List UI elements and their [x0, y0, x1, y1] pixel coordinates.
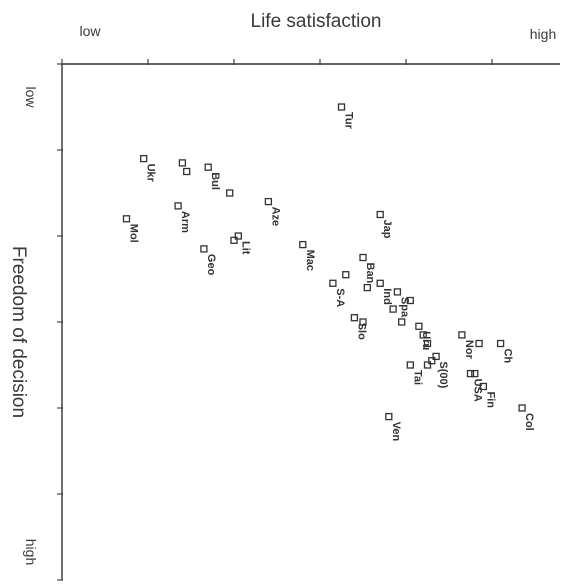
data-point	[479, 382, 488, 391]
data-point	[428, 357, 436, 365]
data-point	[122, 215, 131, 223]
point-label: Spa	[398, 297, 410, 318]
point-label: Geo	[205, 254, 217, 276]
data-point	[178, 159, 187, 167]
point-label: Col	[523, 413, 535, 431]
data-point	[183, 167, 191, 176]
data-point	[329, 279, 337, 287]
data-point	[393, 288, 402, 296]
y-axis-high-label: high	[23, 539, 39, 565]
data-point	[415, 322, 423, 330]
x-axis-low-label: low	[79, 23, 101, 39]
data-point	[174, 202, 182, 210]
point-label: Ban	[364, 263, 376, 284]
data-point	[389, 305, 397, 313]
data-point	[342, 271, 350, 279]
y-axis-low-label: low	[23, 86, 39, 108]
data-point	[385, 412, 393, 421]
data-point	[518, 404, 526, 412]
point-label: Ind	[381, 288, 393, 305]
x-axis-title: Life satisfaction	[251, 11, 382, 32]
data-point	[299, 240, 307, 249]
data-point	[337, 103, 346, 111]
data-point	[376, 279, 384, 287]
axis-ticks	[57, 59, 493, 581]
data-point	[423, 361, 432, 369]
data-point	[140, 154, 148, 163]
point-label: Ven	[390, 422, 402, 442]
point-label: Mac	[304, 250, 316, 271]
data-point	[466, 369, 475, 378]
data-point	[230, 236, 238, 244]
data-points: Tur Ukr Bul Aze Arm Mol Jap Lit Geo Mac Ban S-A Ind S…	[122, 103, 535, 442]
point-label: Aze	[269, 207, 281, 227]
y-axis-title: Freedom of decision	[8, 246, 29, 418]
point-label: S-A	[334, 288, 346, 307]
data-point	[406, 296, 414, 305]
point-label: Jap	[381, 220, 393, 239]
data-point	[359, 253, 367, 262]
point-label: Mol	[128, 224, 140, 243]
point-label: Ch	[502, 349, 514, 364]
data-point	[264, 197, 273, 206]
data-point	[458, 331, 466, 339]
axes	[61, 63, 560, 580]
data-point	[423, 339, 432, 348]
point-label: S(00)	[437, 361, 449, 388]
point-label: Nor	[463, 340, 475, 360]
point-label: Fin	[484, 392, 496, 409]
data-point	[419, 331, 427, 339]
data-point	[204, 163, 212, 171]
point-label: Slo	[355, 323, 367, 340]
data-point	[432, 352, 440, 361]
data-point	[475, 339, 483, 348]
data-point	[363, 283, 371, 292]
point-label: USA	[472, 379, 484, 402]
point-label: Ukr	[145, 164, 157, 183]
data-point	[226, 189, 234, 197]
data-point	[471, 369, 479, 378]
x-axis-high-label: high	[530, 26, 556, 42]
point-label: Arm	[179, 211, 191, 233]
data-point	[398, 318, 406, 326]
point-label: Tur	[343, 112, 355, 130]
data-point	[350, 314, 359, 322]
point-label: Bul	[209, 172, 221, 190]
data-point	[406, 361, 414, 369]
data-point	[376, 210, 384, 219]
point-label: Lit	[239, 241, 251, 255]
data-point	[200, 245, 208, 253]
data-point	[359, 318, 367, 326]
data-point	[496, 339, 505, 348]
data-point	[234, 232, 242, 240]
point-label: Tai	[411, 370, 423, 385]
